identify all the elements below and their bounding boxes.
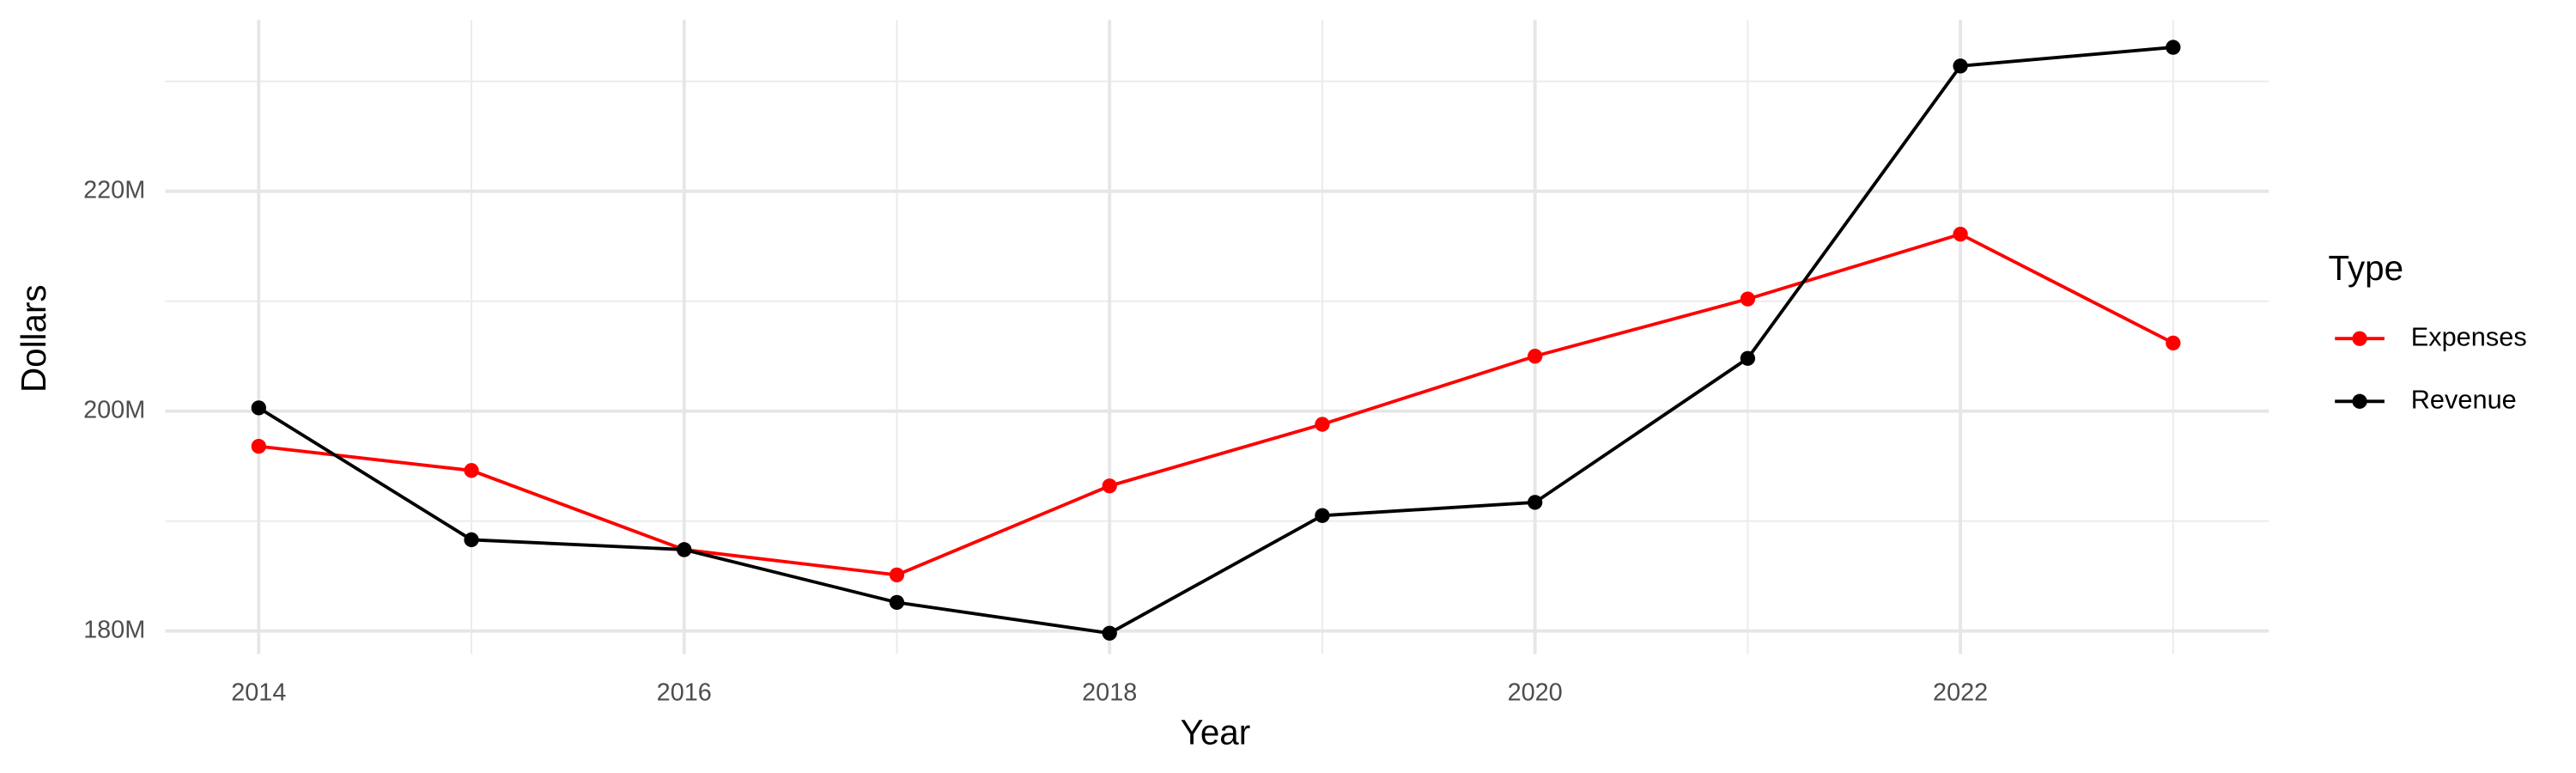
x-axis-title: Year bbox=[1181, 712, 1251, 752]
y-tick-label: 180M bbox=[83, 616, 145, 643]
data-point bbox=[1528, 349, 1543, 364]
data-point bbox=[1740, 350, 1756, 366]
y-tick-label: 220M bbox=[83, 176, 145, 204]
legend-label: Expenses bbox=[2411, 321, 2527, 351]
data-point bbox=[889, 594, 905, 611]
data-point bbox=[1315, 417, 1330, 432]
series-line bbox=[258, 232, 2174, 577]
data-point bbox=[1102, 478, 1117, 494]
x-tick-label: 2016 bbox=[657, 679, 712, 706]
data-point bbox=[251, 438, 266, 454]
data-point bbox=[677, 542, 692, 557]
x-tick-label: 2014 bbox=[231, 679, 286, 706]
data-point bbox=[889, 567, 905, 583]
data-point bbox=[2166, 335, 2181, 351]
legend-key-point bbox=[2352, 331, 2367, 346]
y-axis-title: Dollars bbox=[14, 284, 53, 393]
legend-title: Type bbox=[2329, 248, 2404, 288]
data-point bbox=[464, 463, 479, 478]
x-tick-label: 2022 bbox=[1933, 679, 1988, 706]
data-point bbox=[464, 532, 479, 548]
grid bbox=[165, 20, 2269, 654]
x-tick-label: 2018 bbox=[1082, 679, 1137, 706]
x-tick-label: 2020 bbox=[1508, 679, 1563, 706]
series-line bbox=[258, 46, 2173, 636]
data-point bbox=[251, 400, 266, 416]
data-point bbox=[1740, 291, 1756, 307]
data-point bbox=[1102, 625, 1117, 641]
data-point bbox=[1528, 495, 1543, 510]
y-tick-label: 200M bbox=[83, 396, 145, 423]
legend-key-point bbox=[2352, 393, 2367, 409]
legend-label: Revenue bbox=[2411, 384, 2517, 414]
data-point bbox=[1315, 508, 1330, 523]
data-point bbox=[2166, 40, 2181, 55]
data-point bbox=[1953, 226, 1968, 242]
data-point bbox=[1953, 58, 1968, 74]
